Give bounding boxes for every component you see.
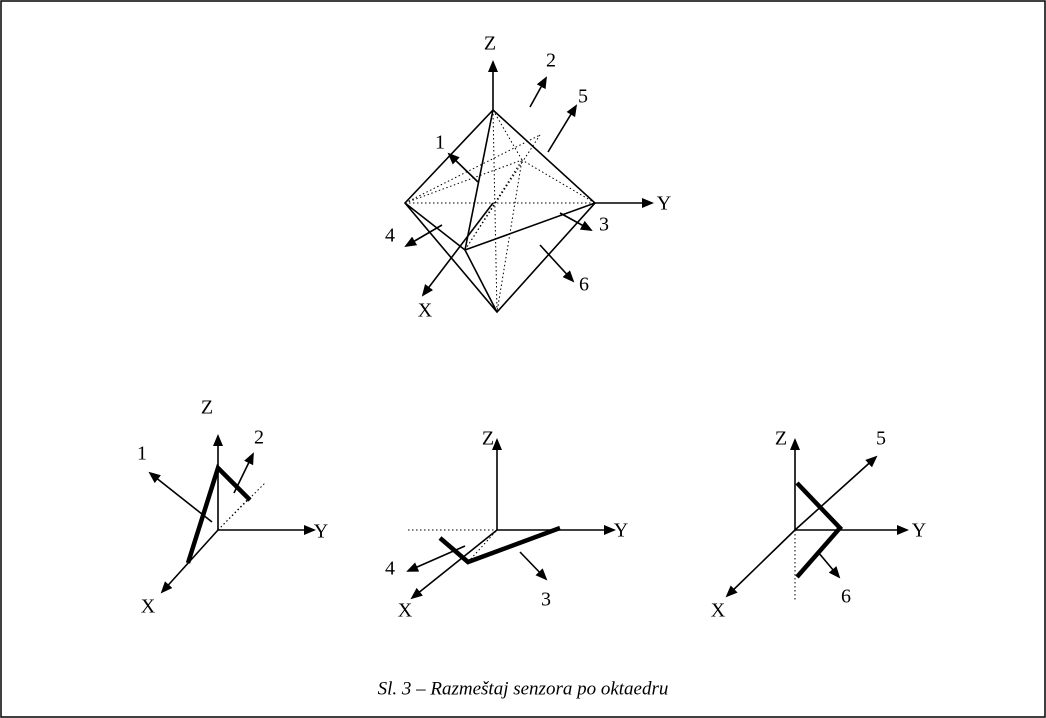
axis-label: Y xyxy=(912,520,926,542)
sensor-label: 6 xyxy=(841,586,851,608)
axis-label: X xyxy=(398,600,413,622)
sensor-label: 4 xyxy=(385,225,395,247)
sensor-label: 5 xyxy=(876,428,886,450)
axis-label: Y xyxy=(657,193,671,215)
axis-label: Y xyxy=(314,521,328,543)
axis-label: Z xyxy=(482,428,494,450)
axis-label: X xyxy=(418,300,433,322)
axis-label: Z xyxy=(201,397,213,419)
caption: Sl. 3 – Razmeštaj senzora po oktaedru xyxy=(378,678,669,699)
sensor-label: 4 xyxy=(385,558,395,580)
axis-label: Y xyxy=(614,520,628,542)
sensor-label: 5 xyxy=(578,86,588,108)
sensor-pair-5-6 xyxy=(725,438,909,602)
axis-label: Z xyxy=(775,428,787,450)
sensor-label: 2 xyxy=(546,50,556,72)
sensor-label: 1 xyxy=(435,132,445,154)
axis-label: X xyxy=(711,600,726,622)
sensor-label: 3 xyxy=(599,214,609,236)
octahedron xyxy=(403,60,654,314)
axis-label: X xyxy=(141,596,156,618)
sensor-label: 3 xyxy=(541,589,551,611)
sensor-label: 2 xyxy=(254,427,264,449)
sensor-pair-3-4 xyxy=(406,438,616,600)
sensor-label: 6 xyxy=(579,274,589,296)
sensor-pair-1-2 xyxy=(148,434,316,594)
sensor-label: 1 xyxy=(137,443,147,465)
axis-label: Z xyxy=(484,33,496,55)
